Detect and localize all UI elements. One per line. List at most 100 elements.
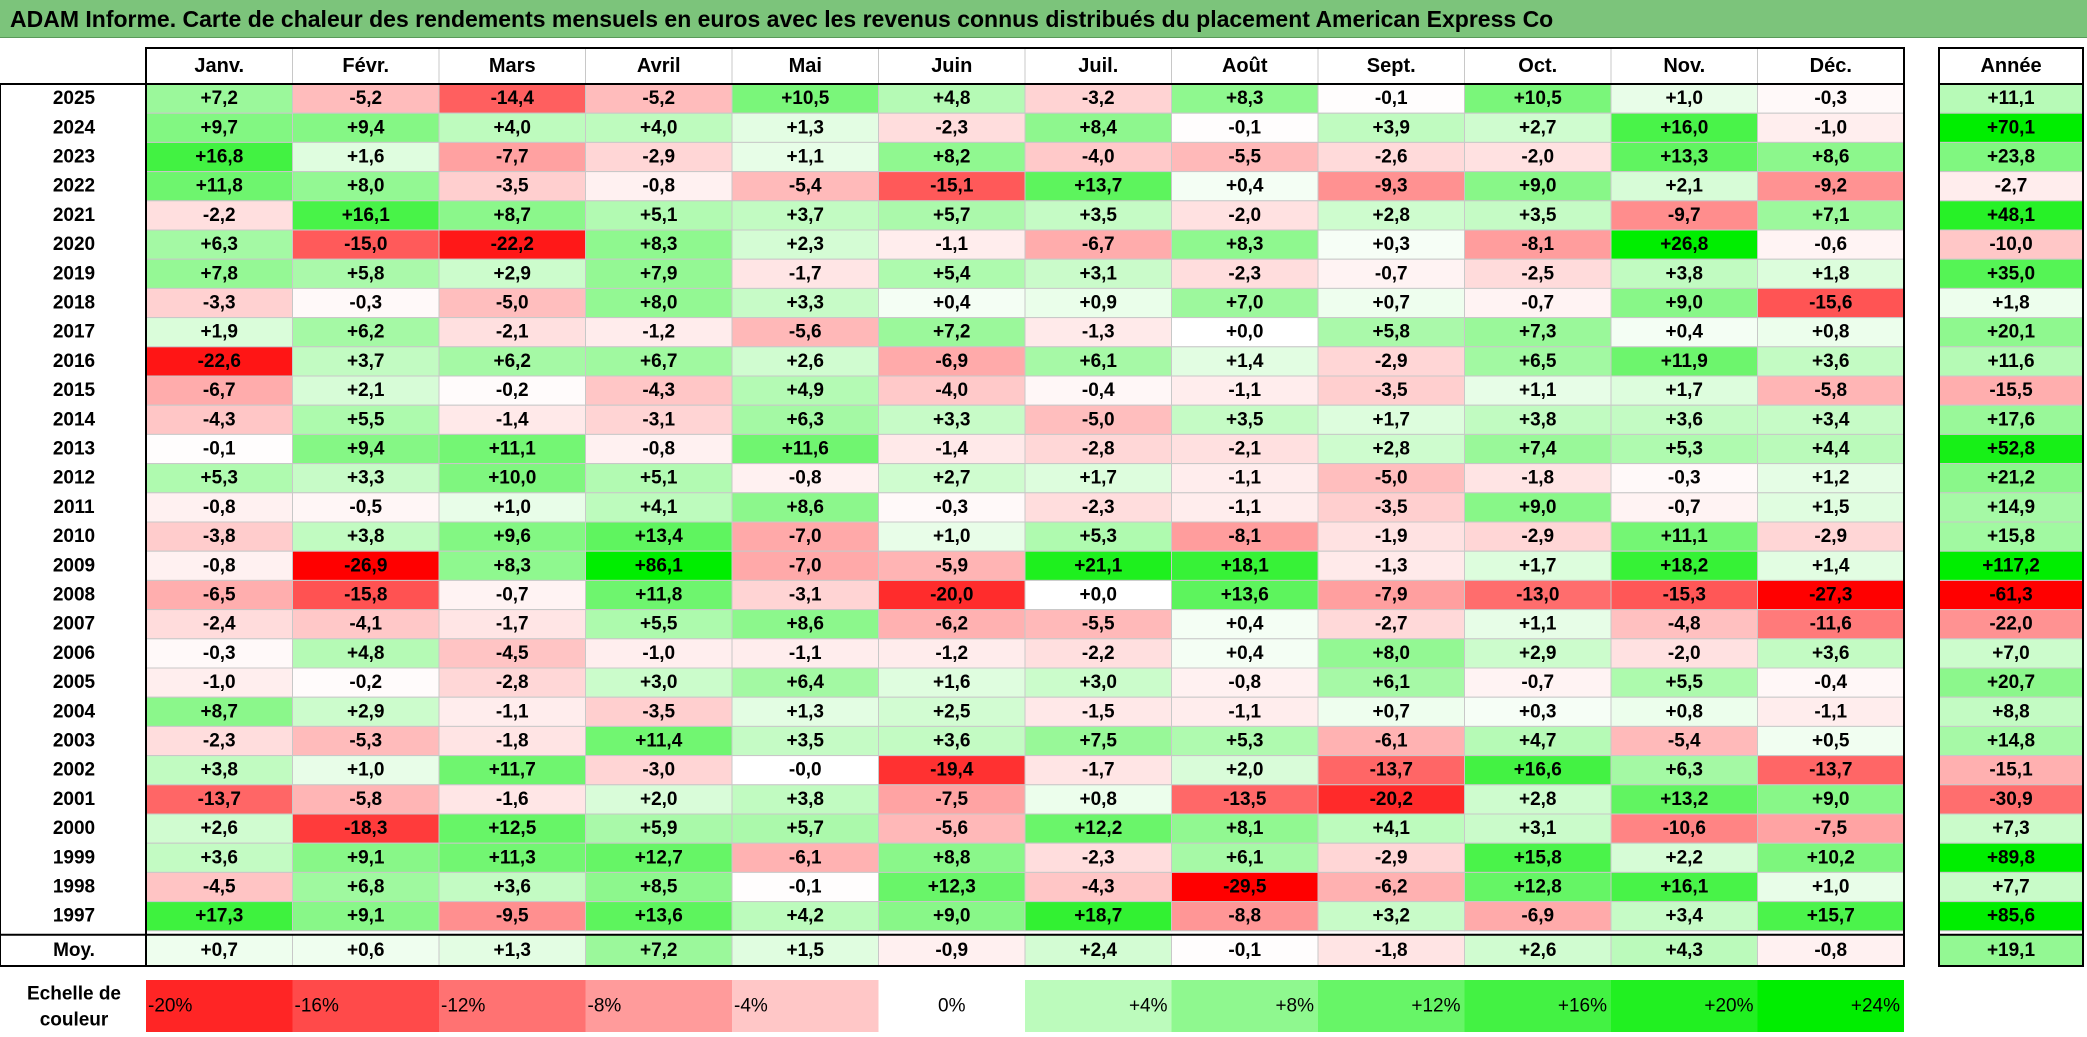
heatmap-cell — [1464, 492, 1612, 523]
cell-value: +21,1 — [1074, 555, 1123, 576]
cell-value: -8,1 — [1521, 234, 1554, 255]
annual-value: +85,6 — [1987, 906, 2035, 927]
cell-value: +16,8 — [195, 147, 243, 168]
heatmap-cell — [1757, 579, 1905, 611]
cell-value: -0,2 — [496, 380, 529, 401]
heatmap-cell — [1464, 901, 1612, 932]
average-cell — [731, 934, 879, 967]
average-cell — [1317, 934, 1465, 967]
column-header-cell — [292, 47, 440, 85]
cell-value: -7,9 — [1375, 585, 1408, 606]
heatmap-cell — [1757, 112, 1905, 143]
average-cell — [292, 934, 440, 967]
cell-value: -4,0 — [935, 380, 968, 401]
cell-value: -3,0 — [642, 760, 675, 781]
heatmap-cell — [292, 171, 440, 202]
cell-value: -1,1 — [789, 643, 822, 664]
heatmap-cell — [878, 813, 1026, 844]
row-year-label: 2014 — [53, 409, 96, 430]
cell-value: +1,2 — [1812, 468, 1850, 489]
column-header-cell — [731, 47, 879, 85]
annual-value: -30,9 — [1989, 789, 2032, 810]
heatmap-cell — [1464, 609, 1612, 640]
cell-value: -3,1 — [789, 585, 822, 606]
cell-value: +1,9 — [200, 322, 238, 343]
cell-value: -0,7 — [496, 585, 529, 606]
cell-value: +8,1 — [1226, 818, 1264, 839]
cell-value: +0,3 — [1372, 234, 1410, 255]
annual-value: +7,3 — [1992, 818, 2030, 839]
cell-value: +13,6 — [1221, 585, 1269, 606]
cell-value: +0,0 — [1226, 322, 1264, 343]
cell-value: +3,6 — [200, 847, 238, 868]
cell-value: +2,7 — [933, 468, 971, 489]
heatmap-cell — [878, 229, 1026, 260]
heatmap-cell — [1610, 375, 1758, 406]
average-value: +2,6 — [1519, 940, 1557, 961]
cell-value: +9,6 — [493, 526, 531, 547]
cell-value: +0,7 — [1372, 293, 1410, 314]
cell-value: +3,4 — [1665, 906, 1703, 927]
heatmap-cell — [1171, 550, 1319, 581]
cell-value: -20,2 — [1370, 789, 1413, 810]
heatmap-cell — [1171, 346, 1319, 377]
heatmap-cell — [1317, 755, 1465, 786]
cell-value: +3,0 — [1079, 672, 1117, 693]
annual-value: -2,7 — [1995, 176, 2028, 197]
cell-value: +2,8 — [1372, 439, 1410, 460]
cell-value: -9,2 — [1814, 176, 1847, 197]
cell-value: -0,3 — [1814, 88, 1847, 109]
column-header: Avril — [637, 55, 681, 77]
heatmap-cell — [1317, 521, 1465, 552]
annual-cell — [1938, 287, 2084, 319]
year-column-border — [1938, 47, 2084, 967]
row-year-label: 2025 — [53, 88, 96, 109]
heatmap-cell — [1610, 521, 1758, 552]
color-scale-swatch — [878, 980, 1025, 1032]
annual-cell — [1938, 83, 2084, 114]
cell-value: +4,0 — [493, 117, 531, 138]
annual-value: +1,8 — [1992, 293, 2030, 314]
cell-value: +0,0 — [1079, 585, 1117, 606]
color-scale-swatch — [439, 980, 586, 1032]
color-scale-swatch — [292, 980, 439, 1032]
cell-value: +3,5 — [786, 731, 824, 752]
cell-value: +3,8 — [200, 760, 238, 781]
annual-cell — [1938, 141, 2084, 173]
cell-value: -1,0 — [642, 643, 675, 664]
heatmap-cell — [585, 258, 733, 289]
cell-value: +2,0 — [1226, 760, 1264, 781]
cell-value: +0,4 — [1226, 176, 1264, 197]
cell-value: -4,0 — [1082, 147, 1115, 168]
heatmap-cell — [1024, 200, 1172, 231]
annual-cell — [1938, 725, 2084, 757]
annual-value: +11,6 — [1987, 351, 2034, 372]
column-header-cell — [1610, 47, 1758, 85]
cell-value: +16,0 — [1660, 117, 1708, 138]
color-scale-swatch — [1025, 980, 1172, 1032]
heatmap-cell — [585, 83, 733, 114]
row-year-label: 2006 — [53, 643, 95, 664]
cell-value: +12,3 — [928, 877, 976, 898]
cell-value: +1,0 — [1665, 88, 1703, 109]
cell-value: -2,9 — [642, 147, 675, 168]
cell-value: -7,5 — [935, 789, 968, 810]
cell-value: -0,7 — [1521, 672, 1554, 693]
cell-value: -8,8 — [1228, 906, 1261, 927]
cell-value: +12,2 — [1074, 818, 1122, 839]
average-value: +0,7 — [200, 940, 238, 961]
cell-value: +0,4 — [933, 293, 971, 314]
color-scale-stop-label: -12% — [441, 996, 485, 1017]
cell-value: +4,1 — [640, 497, 678, 518]
heatmap-cell — [1171, 784, 1319, 815]
cell-value: +15,8 — [1514, 847, 1562, 868]
heatmap-cell — [145, 346, 293, 377]
cell-value: -13,7 — [1809, 760, 1852, 781]
cell-value: -2,4 — [203, 614, 236, 635]
heatmap-cell — [292, 579, 440, 611]
heatmap-cell — [1610, 609, 1758, 640]
cell-value: +11,6 — [782, 439, 829, 460]
cell-value: +18,2 — [1660, 555, 1708, 576]
heatmap-cell — [1171, 404, 1319, 435]
heatmap-cell — [1171, 317, 1319, 348]
